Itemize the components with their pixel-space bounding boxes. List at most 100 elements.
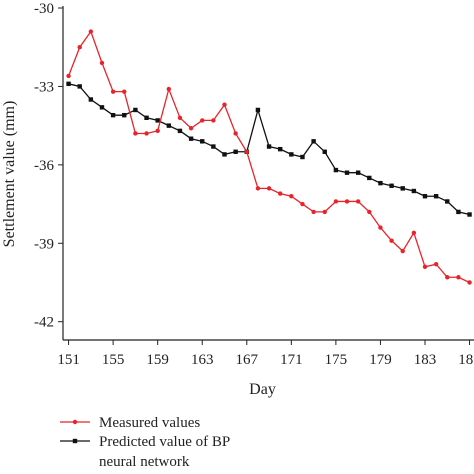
- x-tick-label: 187: [458, 352, 474, 368]
- measured-point: [200, 118, 205, 123]
- measured-point: [389, 238, 394, 243]
- legend-item-predicted: Predicted value of BP neural network: [60, 434, 230, 470]
- predicted-point: [333, 167, 339, 173]
- measured-point: [166, 86, 172, 92]
- predicted-point: [188, 136, 194, 141]
- predicted-point: [445, 199, 450, 204]
- legend-marker-predicted: [72, 438, 78, 444]
- predicted-point: [222, 152, 227, 157]
- predicted-point: [277, 146, 283, 152]
- x-tick-label: 155: [102, 352, 125, 368]
- measured-point: [456, 275, 461, 280]
- predicted-point: [289, 152, 294, 157]
- predicted-point: [99, 105, 105, 110]
- predicted-point: [344, 170, 350, 175]
- x-tick-label: 171: [280, 352, 303, 368]
- measured-point: [300, 201, 305, 207]
- measured-point: [445, 275, 450, 280]
- predicted-point: [400, 186, 405, 191]
- predicted-point: [200, 139, 205, 144]
- legend-label-measured: Measured values: [99, 415, 200, 431]
- measured-point: [367, 209, 372, 215]
- predicted-point: [367, 175, 372, 181]
- predicted-point: [456, 209, 461, 215]
- predicted-point: [144, 115, 149, 120]
- measured-point: [411, 230, 417, 236]
- x-tick-label: 159: [146, 352, 169, 368]
- predicted-point: [88, 97, 94, 102]
- predicted-point: [155, 118, 160, 123]
- legend-marker-measured: [72, 419, 78, 425]
- x-tick-label: 151: [57, 352, 80, 368]
- measured-point: [467, 280, 472, 285]
- legend: Measured values Predicted value of BP ne…: [60, 415, 230, 470]
- measured-point: [255, 186, 261, 191]
- measured-point: [244, 149, 249, 154]
- measured-point: [122, 89, 127, 94]
- measured-point: [422, 264, 428, 270]
- y-tick-label: -36: [34, 158, 54, 174]
- x-tick-label: 183: [414, 352, 437, 368]
- predicted-point: [355, 170, 361, 175]
- predicted-point: [211, 144, 216, 149]
- measured-point: [355, 199, 361, 204]
- measured-point: [289, 194, 294, 199]
- predicted-point: [177, 128, 183, 134]
- legend-label-predicted: Predicted value of BP: [99, 434, 230, 450]
- predicted-point: [266, 144, 272, 149]
- measured-point: [344, 199, 350, 204]
- predicted-point: [122, 112, 127, 118]
- measured-point: [77, 45, 82, 50]
- predicted-point: [411, 188, 417, 194]
- y-tick-label: -42: [34, 315, 54, 331]
- measured-point: [211, 118, 216, 123]
- predicted-point: [422, 194, 428, 199]
- measured-line: [67, 30, 470, 284]
- predicted-point: [389, 183, 394, 188]
- measured-point: [66, 73, 71, 79]
- predicted-point: [467, 212, 472, 217]
- predicted-point: [166, 123, 172, 128]
- predicted-point: [133, 107, 138, 113]
- measured-point: [400, 248, 405, 254]
- predicted-point: [300, 154, 305, 160]
- predicted-point: [322, 149, 327, 154]
- x-tick-label: 175: [325, 352, 348, 368]
- y-tick-label: -30: [34, 1, 54, 17]
- measured-point: [266, 186, 272, 191]
- measured-point: [311, 209, 316, 215]
- predicted-point: [433, 194, 439, 199]
- measured-point: [188, 126, 194, 131]
- predicted-point: [378, 180, 383, 186]
- measured-point: [88, 29, 94, 34]
- y-axis-label: Settlement value (mm): [1, 101, 18, 248]
- data-series: [66, 29, 472, 285]
- predicted-point: [110, 112, 116, 118]
- chart-axes: [62, 6, 474, 341]
- predicted-line: [68, 83, 470, 216]
- predicted-point: [66, 81, 71, 87]
- measured-point: [378, 225, 383, 230]
- predicted-point: [233, 149, 238, 154]
- y-tick-label: -39: [34, 236, 54, 252]
- measured-point: [177, 115, 183, 120]
- measured-point: [133, 131, 138, 136]
- x-axis-label: Day: [249, 381, 276, 398]
- x-tick-label: 163: [191, 352, 214, 368]
- x-axis-ticks: 151 155 159 163 167 171 175 179 183 187: [57, 340, 474, 368]
- legend-item-measured: Measured values: [60, 415, 200, 431]
- measured-point: [322, 209, 327, 215]
- x-tick-label: 167: [236, 352, 259, 368]
- measured-point: [144, 131, 149, 136]
- y-tick-label: -33: [34, 79, 54, 95]
- measured-point: [222, 102, 227, 107]
- series-predicted: [66, 81, 472, 217]
- predicted-point: [311, 139, 316, 144]
- predicted-point: [77, 84, 82, 89]
- measured-point: [110, 89, 116, 94]
- predicted-point: [255, 107, 261, 113]
- measured-point: [333, 199, 339, 204]
- measured-point: [155, 128, 160, 134]
- measured-point: [99, 60, 105, 66]
